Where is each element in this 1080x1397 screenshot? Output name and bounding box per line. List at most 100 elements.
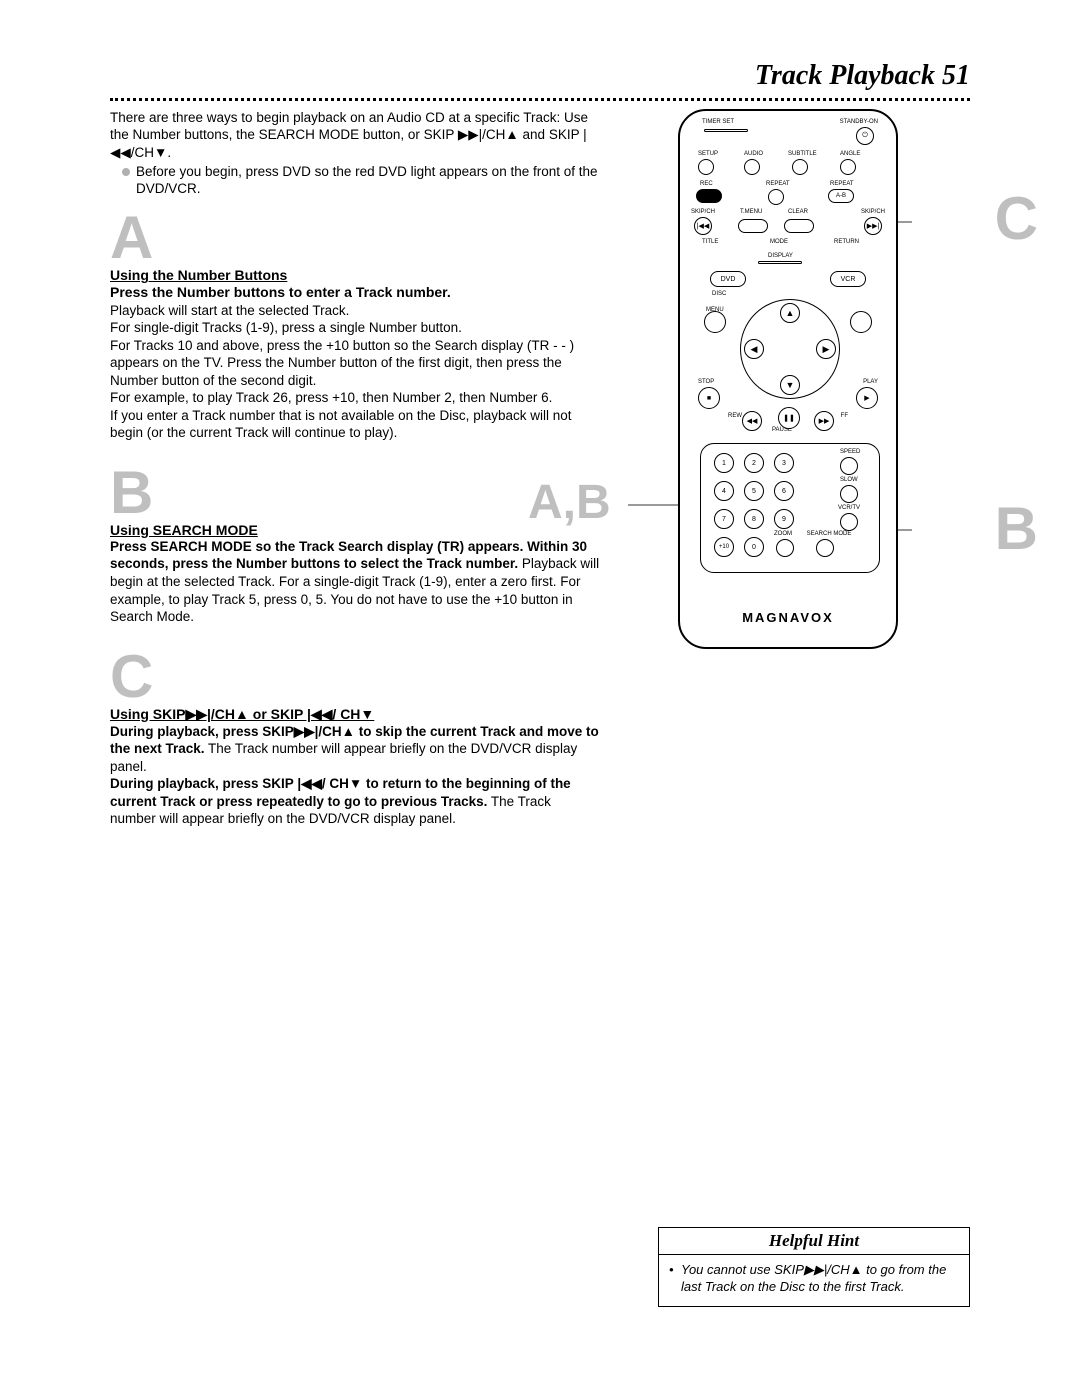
rec-button[interactable] bbox=[696, 189, 722, 203]
label-display: DISPLAY bbox=[768, 253, 793, 259]
searchmode-button[interactable] bbox=[816, 539, 834, 557]
standby-button[interactable]: ⏻ bbox=[856, 127, 874, 145]
speed-button[interactable] bbox=[840, 457, 858, 475]
remote-brand: MAGNAVOX bbox=[680, 610, 896, 625]
skip-next-button[interactable]: ▶▶| bbox=[864, 217, 882, 235]
vcr-button[interactable]: VCR bbox=[830, 271, 866, 287]
label-return: RETURN bbox=[834, 239, 859, 245]
menu-button[interactable] bbox=[704, 311, 726, 333]
slow-button[interactable] bbox=[840, 485, 858, 503]
label-mode: MODE bbox=[770, 239, 788, 245]
section-b: B Using SEARCH MODE Press SEARCH MODE so… bbox=[110, 466, 600, 626]
hint-text: You cannot use SKIP▶▶|/CH▲ to go from th… bbox=[681, 1261, 959, 1296]
section-a-bold: Press the Number buttons to enter a Trac… bbox=[110, 283, 600, 301]
audio-button[interactable] bbox=[744, 159, 760, 175]
num-2-button[interactable]: 2 bbox=[744, 453, 764, 473]
label-speed: SPEED bbox=[840, 449, 860, 455]
helpful-hint-box: Helpful Hint • You cannot use SKIP▶▶|/CH… bbox=[658, 1227, 970, 1307]
vcrtv-button[interactable] bbox=[840, 513, 858, 531]
skip-prev-button[interactable]: |◀◀ bbox=[694, 217, 712, 235]
ff-button[interactable]: ▶▶ bbox=[814, 411, 834, 431]
repeat-button[interactable] bbox=[768, 189, 784, 205]
num-4-button[interactable]: 4 bbox=[714, 481, 734, 501]
bullet-icon bbox=[122, 168, 130, 176]
num-8-button[interactable]: 8 bbox=[744, 509, 764, 529]
label-standby: STANDBY-ON bbox=[840, 119, 878, 125]
num-9-button[interactable]: 9 bbox=[774, 509, 794, 529]
topmenu-button[interactable] bbox=[738, 219, 768, 233]
left-column: There are three ways to begin playback o… bbox=[110, 109, 600, 852]
section-b-body: Press SEARCH MODE so the Track Search di… bbox=[110, 538, 600, 626]
rew-button[interactable]: ◀◀ bbox=[742, 411, 762, 431]
label-audio: AUDIO bbox=[744, 151, 763, 157]
label-clear: CLEAR bbox=[788, 209, 808, 215]
label-timerset: TIMER SET bbox=[702, 119, 734, 125]
section-b-heading: Using SEARCH MODE bbox=[110, 522, 600, 538]
timerset-slot bbox=[704, 129, 748, 132]
label-subtitle: SUBTITLE bbox=[788, 151, 817, 157]
pause-button[interactable]: ❚❚ bbox=[778, 407, 800, 429]
repeat-ab-button[interactable]: A-B bbox=[828, 189, 854, 203]
label-title: TITLE bbox=[702, 239, 718, 245]
angle-button[interactable] bbox=[840, 159, 856, 175]
label-setup: SETUP bbox=[698, 151, 718, 157]
label-skip-r: SKIP/CH bbox=[858, 209, 888, 215]
callout-c: C bbox=[995, 189, 1038, 249]
right-column: C B A,B TIMER SET STANDBY-ON ⏻ SETUP AUD… bbox=[618, 109, 968, 852]
setup-button[interactable] bbox=[698, 159, 714, 175]
label-searchmode: SEARCH MODE bbox=[804, 531, 854, 537]
stop-button[interactable]: ■ bbox=[698, 387, 720, 409]
callout-b: B bbox=[995, 499, 1038, 559]
dvd-button[interactable]: DVD bbox=[710, 271, 746, 287]
plus10-button[interactable]: +10 bbox=[714, 537, 734, 557]
label-angle: ANGLE bbox=[840, 151, 860, 157]
remote-control: TIMER SET STANDBY-ON ⏻ SETUP AUDIO SUBTI… bbox=[678, 109, 898, 649]
num-7-button[interactable]: 7 bbox=[714, 509, 734, 529]
intro-paragraph: There are three ways to begin playback o… bbox=[110, 109, 600, 161]
content-row: There are three ways to begin playback o… bbox=[110, 109, 970, 852]
label-stop: STOP bbox=[698, 379, 714, 385]
section-c-body: During playback, press SKIP▶▶|/CH▲ to sk… bbox=[110, 723, 600, 828]
label-disc: DISC bbox=[712, 291, 726, 297]
clear-button[interactable] bbox=[784, 219, 814, 233]
label-rew: REW bbox=[728, 413, 742, 419]
dpad-down[interactable]: ▼ bbox=[780, 375, 800, 395]
label-topmenu: T.MENU bbox=[740, 209, 762, 215]
section-a-heading: Using the Number Buttons bbox=[110, 267, 600, 283]
section-c: C Using SKIP▶▶|/CH▲ or SKIP |◀◀/ CH▼ Dur… bbox=[110, 650, 600, 828]
num-1-button[interactable]: 1 bbox=[714, 453, 734, 473]
title-divider bbox=[110, 98, 970, 101]
num-6-button[interactable]: 6 bbox=[774, 481, 794, 501]
label-vcrtv: VCR/TV bbox=[838, 505, 860, 511]
label-slow: SLOW bbox=[840, 477, 858, 483]
label-rec: REC bbox=[700, 181, 713, 187]
num-3-button[interactable]: 3 bbox=[774, 453, 794, 473]
section-a: A Using the Number Buttons Press the Num… bbox=[110, 211, 600, 442]
section-letter-c: C bbox=[110, 650, 600, 704]
section-letter-a: A bbox=[110, 211, 600, 265]
section-letter-b: B bbox=[110, 466, 600, 520]
dpad-left[interactable]: ◀ bbox=[744, 339, 764, 359]
subtitle-button[interactable] bbox=[792, 159, 808, 175]
intro-bullet: Before you begin, press DVD so the red D… bbox=[122, 163, 600, 198]
label-zoom: ZOOM bbox=[774, 531, 792, 537]
page-title: Track Playback 51 bbox=[110, 60, 970, 92]
label-ff: FF bbox=[841, 413, 848, 419]
callout-ab: A,B bbox=[528, 479, 611, 527]
section-a-body: Playback will start at the selected Trac… bbox=[110, 302, 600, 442]
display-slot bbox=[758, 261, 802, 264]
num-5-button[interactable]: 5 bbox=[744, 481, 764, 501]
label-play: PLAY bbox=[863, 379, 878, 385]
dpad-right[interactable]: ▶ bbox=[816, 339, 836, 359]
zoom-button[interactable] bbox=[776, 539, 794, 557]
label-repeat-ab: REPEAT bbox=[830, 181, 854, 187]
dpad-up[interactable]: ▲ bbox=[780, 303, 800, 323]
label-skip-l: SKIP/CH bbox=[688, 209, 718, 215]
play-button[interactable]: ▶ bbox=[856, 387, 878, 409]
section-b-bold-run: Press SEARCH MODE so the Track Search di… bbox=[110, 539, 587, 572]
hint-body: • You cannot use SKIP▶▶|/CH▲ to go from … bbox=[659, 1255, 969, 1306]
ok-button[interactable] bbox=[850, 311, 872, 333]
num-0-button[interactable]: 0 bbox=[744, 537, 764, 557]
section-c-heading: Using SKIP▶▶|/CH▲ or SKIP |◀◀/ CH▼ bbox=[110, 706, 600, 723]
label-repeat: REPEAT bbox=[766, 181, 790, 187]
